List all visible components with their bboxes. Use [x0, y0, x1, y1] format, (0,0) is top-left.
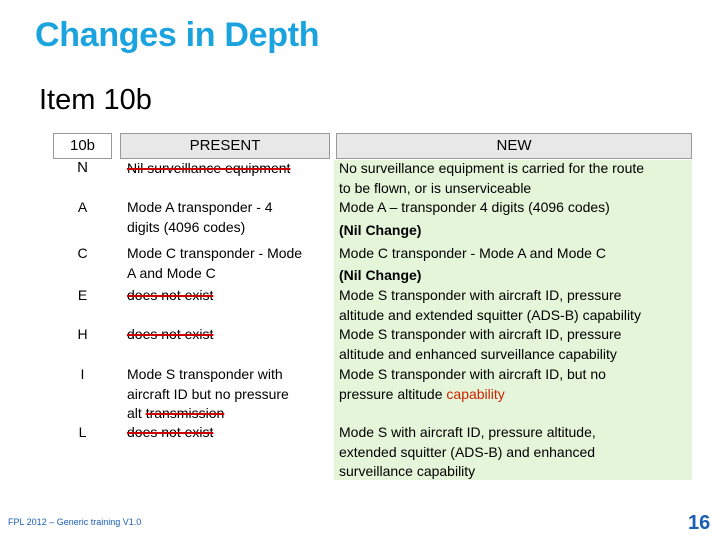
code-c: C — [77, 245, 88, 261]
new-l: Mode S with aircraft ID, pressure altitu… — [339, 424, 596, 479]
new-e: Mode S transponder with aircraft ID, pre… — [339, 287, 641, 323]
header-new: NEW — [336, 133, 692, 159]
header-code: 10b N — [53, 133, 112, 176]
present-l: does not exist — [127, 424, 214, 440]
present-h: does not exist — [127, 326, 214, 342]
new-n: No surveillance equipment is carried for… — [339, 160, 645, 196]
present-n: Nil surveillance equipment — [127, 160, 291, 176]
present-a: Mode A transponder - 4 digits (4096 code… — [127, 199, 273, 235]
code-l: L — [78, 424, 87, 440]
new-column-background — [334, 160, 692, 480]
footer-text: FPL 2012 – Generic training V1.0 — [8, 517, 142, 527]
new-c-note: (Nil Change) — [339, 267, 422, 283]
present-i: Mode S transponder with aircraft ID but … — [127, 365, 337, 424]
present-i-text: Mode S transponder with aircraft ID but … — [127, 366, 289, 421]
new-i-text: Mode S transponder with aircraft ID, but… — [339, 366, 606, 402]
code-h: H — [77, 326, 88, 342]
new-i: Mode S transponder with aircraft ID, but… — [339, 365, 694, 404]
code-e: E — [77, 287, 88, 303]
slide-title: Changes in Depth — [35, 16, 320, 54]
code-i: I — [80, 366, 85, 382]
new-c: Mode C transponder - Mode A and Mode C — [339, 245, 606, 261]
new-a: Mode A – transponder 4 digits (4096 code… — [339, 199, 610, 215]
header-code-sub: N — [77, 159, 88, 176]
header-present: PRESENT — [120, 133, 330, 159]
slide-subtitle: Item 10b — [39, 84, 152, 116]
present-c: Mode C transponder - Mode A and Mode C — [127, 245, 303, 281]
code-a: A — [77, 199, 88, 215]
header-code-label: 10b — [69, 137, 96, 154]
new-h: Mode S transponder with aircraft ID, pre… — [339, 326, 622, 362]
new-a-note: (Nil Change) — [339, 222, 422, 238]
present-e: does not exist — [127, 287, 214, 303]
present-i-struck: transmission — [145, 405, 225, 421]
new-i-highlight: capability — [446, 385, 505, 402]
page-number: 16 — [688, 512, 711, 534]
